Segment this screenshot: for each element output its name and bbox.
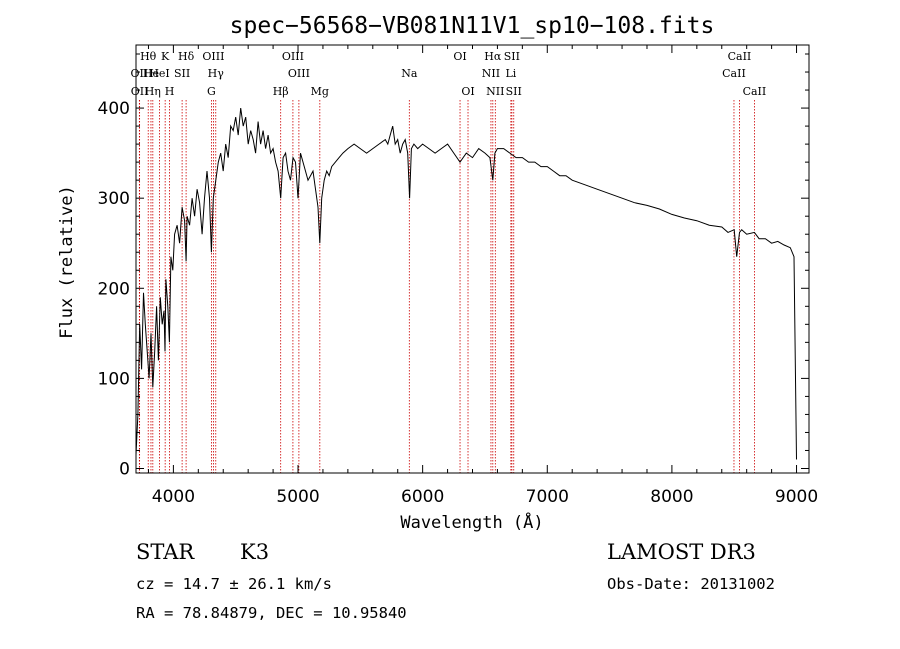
spectral-line-label: Hγ [208,67,225,80]
spectral-line-label: OII [131,67,149,80]
obs-date: Obs-Date: 20131002 [607,575,775,593]
chart-title: spec−56568−VB081N11V1_sp10−108.fits [230,13,715,39]
spectral-line-label: SII [174,67,190,80]
redshift-cz: cz = 14.7 ± 26.1 km/s [136,575,332,593]
spectral-line-label: CaII [722,67,746,80]
spectral-line-label: Na [401,67,418,80]
spectral-line-label: OIII [282,50,304,63]
survey-name: LAMOST DR3 [607,540,756,564]
spectral-line-label: HeI [149,67,169,80]
y-tick-label: 100 [98,369,130,389]
x-tick-label: 4000 [152,487,195,507]
spectral-line-label: CaII [728,50,752,63]
spectral-line-label: CaII [743,85,767,98]
ra-dec: RA = 78.84879, DEC = 10.95840 [136,604,407,622]
y-axis-label: Flux (relative) [57,185,77,339]
spectral-line-label: Mg [311,85,329,98]
spectral-line-label: OII [131,85,149,98]
spectral-line-label: K [161,50,170,63]
y-tick-label: 0 [119,459,130,479]
spectral-line-label: OIII [202,50,224,63]
spectral-line-label: SII [506,85,522,98]
spectral-line-label: Hη [145,85,161,98]
x-axis-label: Wavelength (Å) [400,511,543,533]
spectral-line-label: OIII [288,67,310,80]
y-tick-label: 400 [98,99,130,119]
spectral-line-label: Hβ [273,85,289,98]
plot-frame [135,44,810,474]
spectral-line-label: Hα [484,50,502,63]
x-tick-label: 8000 [650,487,693,507]
y-tick-label: 200 [98,279,130,299]
flux-series-line [135,108,797,460]
spectral-line-label: NII [482,67,500,80]
axis-ticks-layer: 4000 5000 6000 7000 8000 9000 0 100 200 300 400 [98,45,818,507]
x-tick-label: 9000 [775,487,818,507]
spectral-line-label: NII [486,85,504,98]
spectral-line-label: OI [453,50,466,63]
y-tick-label: 300 [98,189,130,209]
spectral-line-label: He [143,67,159,80]
x-tick-label: 7000 [526,487,569,507]
spectral-line-label: OI [461,85,474,98]
x-tick-label: 6000 [401,487,444,507]
object-subclass: K3 [240,540,270,564]
spectral-line-label: Li [505,67,516,80]
spectral-line-label: Hδ [178,50,195,63]
spectral-line-label: G [207,85,216,98]
object-class: STAR [136,540,195,564]
spectral-line-label: H [165,85,175,98]
spectral-line-label: Hθ [140,50,157,63]
x-tick-label: 5000 [276,487,319,507]
spectral-line-label: SII [504,50,520,63]
